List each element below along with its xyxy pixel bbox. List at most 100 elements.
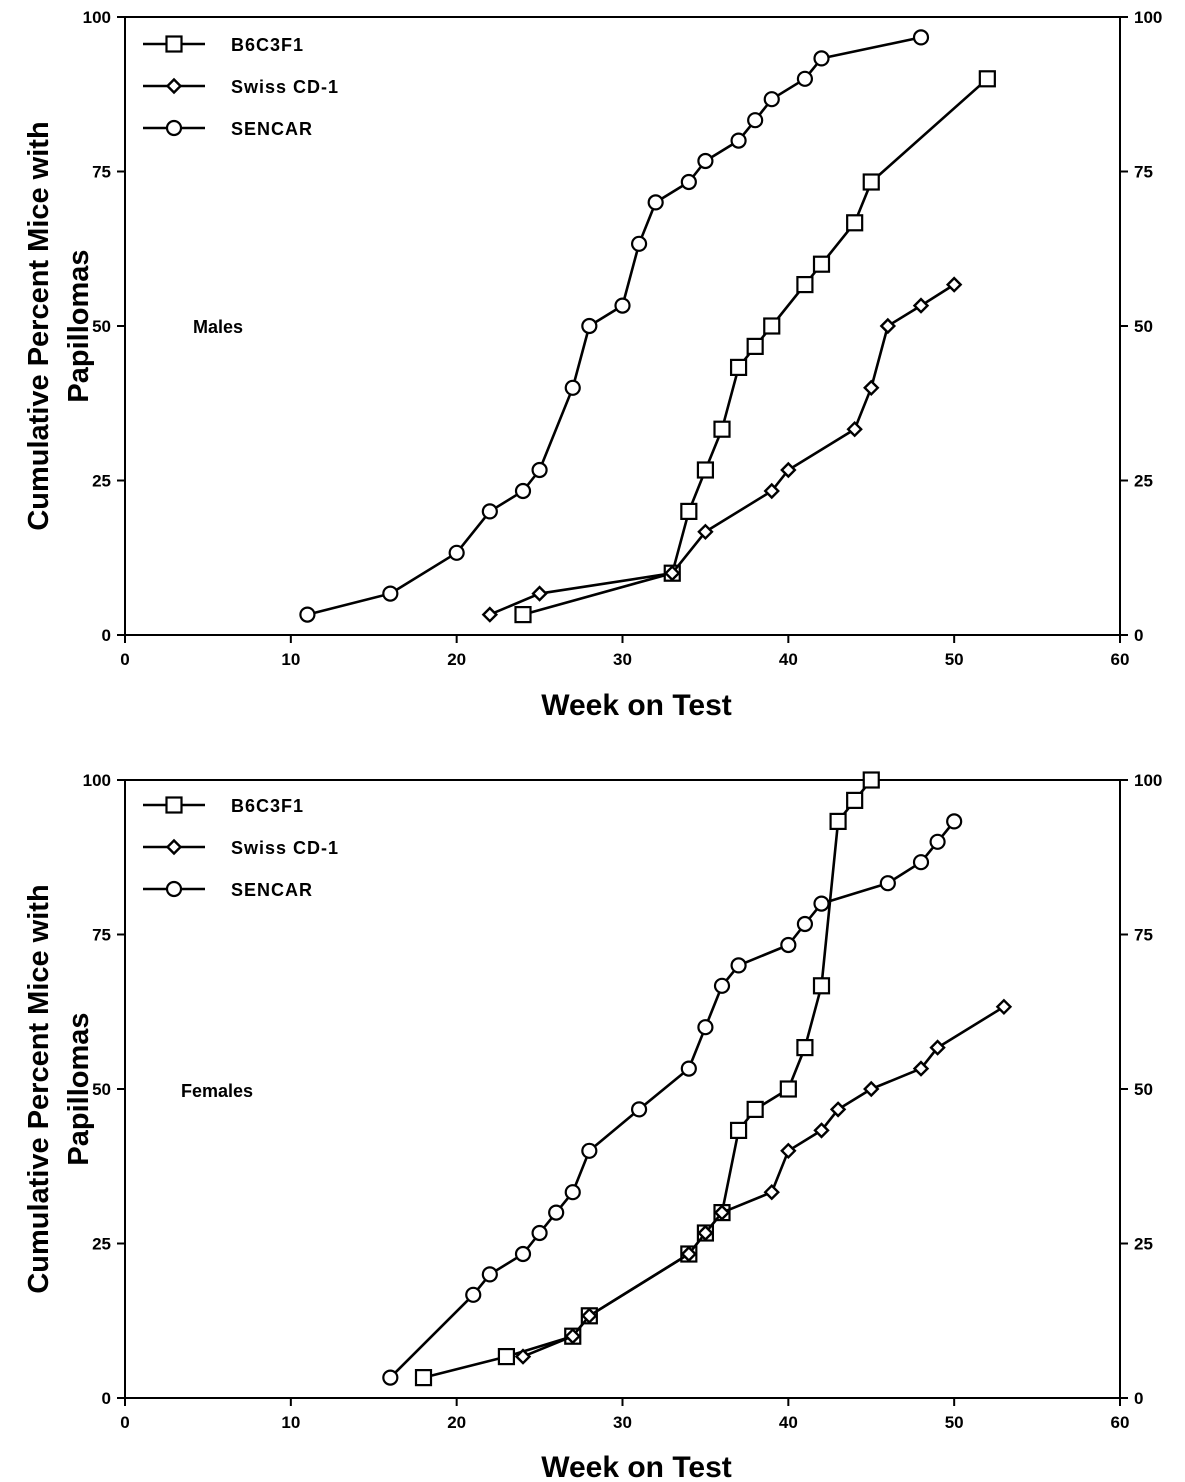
y-tick-label-left: 0 bbox=[102, 1389, 111, 1408]
data-point-diamond bbox=[514, 1348, 532, 1365]
x-tick-label: 0 bbox=[120, 1413, 129, 1432]
data-point-diamond bbox=[912, 1060, 930, 1077]
data-point-square bbox=[796, 1038, 814, 1057]
y-tick-label-left: 100 bbox=[83, 771, 111, 790]
y-tick-label-left: 25 bbox=[92, 1235, 111, 1254]
y-tick-label-right: 50 bbox=[1134, 317, 1153, 336]
data-point-circle bbox=[730, 957, 747, 974]
data-point-circle bbox=[382, 585, 399, 602]
series-line bbox=[423, 779, 873, 1379]
x-tick-label: 40 bbox=[779, 1413, 798, 1432]
data-point-square bbox=[812, 255, 831, 273]
legend-marker-diamond bbox=[165, 838, 183, 856]
data-point-circle bbox=[630, 235, 648, 252]
data-point-square bbox=[414, 1369, 433, 1387]
y-tick-label-right: 75 bbox=[1134, 163, 1153, 182]
data-point-circle bbox=[448, 544, 465, 561]
data-point-circle bbox=[730, 132, 747, 149]
data-point-circle bbox=[912, 29, 930, 46]
data-point-circle bbox=[581, 317, 598, 335]
data-point-square bbox=[729, 358, 748, 377]
data-point-circle bbox=[747, 112, 764, 129]
data-point-circle bbox=[531, 1224, 548, 1242]
data-point-diamond bbox=[531, 585, 548, 602]
data-point-diamond bbox=[863, 1080, 880, 1098]
data-point-circle bbox=[780, 936, 797, 954]
data-point-circle bbox=[796, 70, 814, 87]
data-point-diamond bbox=[813, 1122, 830, 1139]
data-point-diamond bbox=[713, 1204, 731, 1221]
x-tick-label: 30 bbox=[613, 1413, 632, 1432]
data-point-circle bbox=[763, 91, 780, 108]
x-tick-label: 50 bbox=[945, 650, 964, 669]
x-tick-label: 20 bbox=[447, 1413, 466, 1432]
x-tick-label: 30 bbox=[613, 650, 632, 669]
data-point-circle bbox=[514, 1245, 532, 1263]
legend-label: B6C3F1 bbox=[231, 796, 304, 816]
series-diamond bbox=[514, 998, 1013, 1365]
legend-label: Swiss CD-1 bbox=[231, 77, 339, 97]
y-tick-label-right: 50 bbox=[1134, 1080, 1153, 1099]
y-tick-label-right: 25 bbox=[1134, 472, 1153, 491]
legend-entry: SENCAR bbox=[143, 119, 313, 139]
x-tick-label: 40 bbox=[779, 650, 798, 669]
x-axis-title: Week on Test bbox=[541, 689, 732, 722]
data-point-circle bbox=[614, 297, 631, 314]
data-point-circle bbox=[630, 1101, 648, 1118]
y-tick-label-left: 75 bbox=[92, 163, 111, 182]
data-point-circle bbox=[879, 875, 896, 892]
series-square bbox=[514, 70, 996, 624]
panel-annotation: Females bbox=[181, 1081, 253, 1101]
data-point-diamond bbox=[879, 317, 897, 335]
x-tick-label: 60 bbox=[1111, 1413, 1130, 1432]
data-point-diamond bbox=[481, 606, 499, 623]
y-tick-label-left: 0 bbox=[102, 626, 111, 645]
legend-marker-diamond bbox=[165, 77, 183, 95]
series-line bbox=[489, 283, 955, 616]
data-point-circle bbox=[813, 895, 830, 912]
legend-entry: SENCAR bbox=[143, 880, 313, 900]
series-line bbox=[522, 1005, 1005, 1358]
data-point-circle bbox=[564, 1184, 581, 1201]
y-tick-label-left: 75 bbox=[92, 926, 111, 945]
data-point-diamond bbox=[581, 1307, 598, 1325]
y-tick-label-right: 100 bbox=[1134, 771, 1162, 790]
data-point-diamond bbox=[780, 461, 797, 479]
x-tick-label: 10 bbox=[281, 1413, 300, 1432]
data-point-circle bbox=[796, 915, 814, 933]
data-point-circle bbox=[713, 977, 731, 994]
legend-entry: Swiss CD-1 bbox=[143, 77, 339, 97]
data-point-square bbox=[514, 606, 532, 624]
y-tick-label-left: 50 bbox=[92, 1080, 111, 1099]
legend-label: SENCAR bbox=[231, 880, 313, 900]
y-axis-title-line1: Cumulative Percent Mice with bbox=[23, 121, 55, 530]
data-point-square bbox=[846, 791, 864, 809]
series-circle bbox=[382, 813, 963, 1386]
x-tick-label: 50 bbox=[945, 1413, 964, 1432]
data-point-square bbox=[829, 812, 847, 831]
legend-label: SENCAR bbox=[231, 119, 313, 139]
data-point-circle bbox=[481, 503, 498, 520]
data-point-diamond bbox=[945, 276, 963, 293]
y-tick-label-right: 25 bbox=[1134, 1235, 1153, 1254]
data-point-circle bbox=[299, 606, 316, 623]
y-axis-title-line1: Cumulative Percent Mice with bbox=[23, 884, 55, 1293]
series-square bbox=[414, 771, 880, 1387]
legend-marker-square bbox=[165, 35, 183, 53]
y-tick-label-right: 75 bbox=[1134, 926, 1153, 945]
data-point-square bbox=[497, 1347, 516, 1366]
data-point-diamond bbox=[564, 1328, 581, 1345]
data-point-circle bbox=[912, 854, 930, 871]
legend-marker-square bbox=[165, 796, 183, 814]
data-point-circle bbox=[382, 1369, 399, 1386]
data-point-square bbox=[796, 275, 814, 294]
data-point-diamond bbox=[697, 523, 714, 540]
y-tick-label-left: 100 bbox=[83, 8, 111, 27]
data-point-diamond bbox=[697, 1224, 714, 1242]
data-point-circle bbox=[680, 173, 697, 191]
series-line bbox=[307, 36, 922, 616]
data-point-circle bbox=[929, 833, 946, 850]
plot-frame bbox=[124, 16, 1121, 636]
